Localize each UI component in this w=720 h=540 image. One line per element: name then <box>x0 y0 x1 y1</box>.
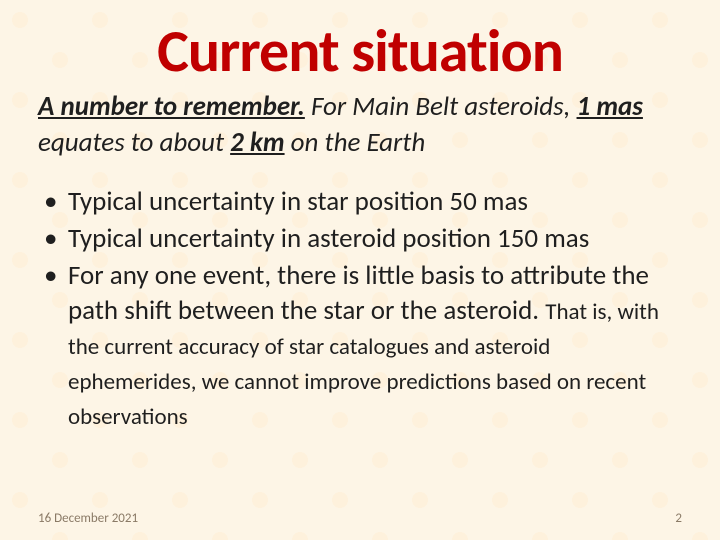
bullet-item: Typical uncertainty in asteroid position… <box>38 221 682 256</box>
bullet-item: For any one event, there is little basis… <box>38 258 682 433</box>
subtitle-text-2: equates to about <box>38 126 230 159</box>
subtitle-text-1: For Main Belt asteroids, <box>305 90 577 123</box>
subtitle-text-3: on the Earth <box>285 126 426 159</box>
slide-subtitle: A number to remember. For Main Belt aste… <box>38 89 682 162</box>
slide-footer: 16 December 2021 2 <box>38 511 682 526</box>
subtitle-lead: A number to remember. <box>38 90 305 123</box>
slide-title: Current situation <box>38 20 682 83</box>
subtitle-em-2: 2 km <box>230 126 284 159</box>
bullet-list: Typical uncertainty in star position 50 … <box>38 184 682 434</box>
footer-date: 16 December 2021 <box>38 511 138 526</box>
bullet-item: Typical uncertainty in star position 50 … <box>38 184 682 219</box>
footer-page-number: 2 <box>675 511 682 526</box>
subtitle-em-1: 1 mas <box>577 90 643 123</box>
